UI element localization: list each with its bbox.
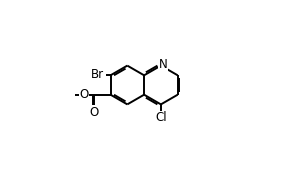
Text: Cl: Cl bbox=[155, 111, 167, 124]
Text: N: N bbox=[159, 58, 168, 71]
Text: O: O bbox=[90, 106, 99, 118]
Text: Br: Br bbox=[91, 68, 104, 81]
Text: O: O bbox=[80, 88, 89, 101]
